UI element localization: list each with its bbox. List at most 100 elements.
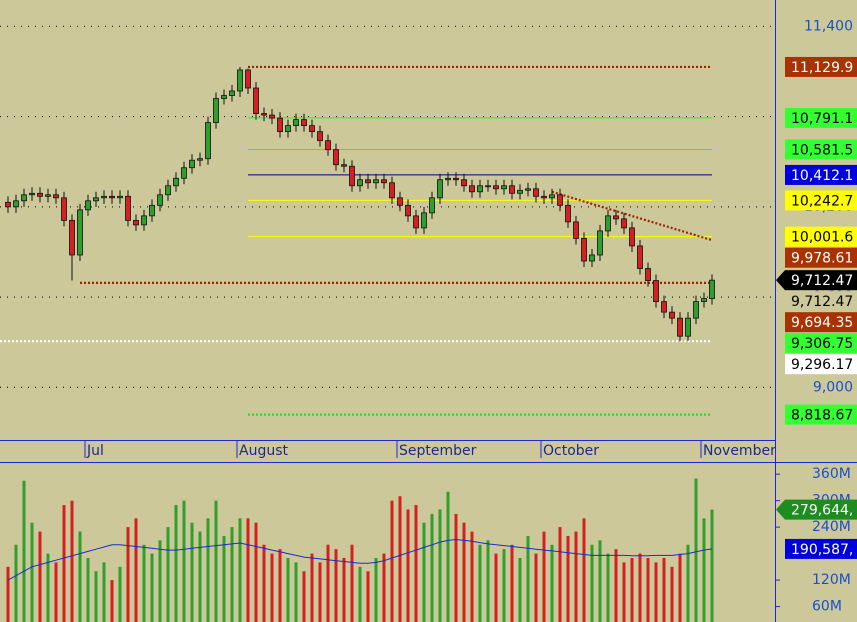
volume-box-pointer bbox=[776, 499, 785, 520]
level-box bbox=[785, 190, 857, 211]
volume-bar bbox=[158, 540, 162, 622]
candle-body bbox=[325, 140, 331, 151]
candle-body bbox=[453, 177, 459, 181]
volume-bar bbox=[310, 553, 314, 622]
candle-body bbox=[29, 192, 35, 196]
level-box-label: 9,306.75 bbox=[791, 336, 853, 352]
candle-body bbox=[197, 158, 203, 161]
volume-bar bbox=[246, 518, 250, 622]
volume-bar bbox=[662, 558, 666, 622]
x-tick-label: November bbox=[703, 443, 776, 459]
volume-ma bbox=[7, 538, 713, 581]
volume-bar bbox=[478, 544, 482, 622]
candle-body bbox=[101, 195, 107, 199]
candle-body bbox=[229, 90, 235, 96]
candle-body bbox=[541, 195, 547, 199]
volume-bar bbox=[6, 566, 10, 622]
volume-bar bbox=[566, 535, 570, 622]
level-box-label: 10,581.5 bbox=[791, 142, 853, 158]
level-box-pointer bbox=[776, 270, 785, 291]
volume-bar bbox=[518, 558, 522, 622]
volume-tick-label: 360M bbox=[812, 466, 851, 482]
volume-bar bbox=[654, 562, 658, 622]
level-box-label: 9,712.47 bbox=[791, 294, 853, 310]
candle-body bbox=[213, 98, 219, 123]
candle-body bbox=[245, 69, 251, 89]
candle-body bbox=[349, 165, 355, 187]
volume-bar bbox=[390, 500, 394, 622]
volume-bar bbox=[286, 558, 290, 622]
volume-bar bbox=[270, 553, 274, 622]
level-box bbox=[785, 139, 857, 160]
candle-body bbox=[573, 221, 579, 239]
volume-bar bbox=[206, 518, 210, 622]
volume-bar bbox=[94, 571, 98, 622]
candle-body bbox=[61, 197, 67, 221]
volume-bar bbox=[262, 544, 266, 622]
volume-bar bbox=[494, 553, 498, 622]
volume-box-label: 279,644, bbox=[791, 503, 853, 519]
candle-body bbox=[77, 209, 83, 256]
level-box bbox=[785, 312, 857, 333]
volume-bar bbox=[422, 522, 426, 622]
volume-bar bbox=[638, 553, 642, 622]
volume-bar bbox=[302, 571, 306, 622]
candle-body bbox=[461, 179, 467, 187]
volume-tick-label: 120M bbox=[812, 572, 851, 588]
candle-body bbox=[261, 113, 267, 116]
volume-bar bbox=[590, 544, 594, 622]
volume-bar bbox=[54, 562, 58, 622]
volume-bar bbox=[294, 562, 298, 622]
level-box-label: 10,001.6 bbox=[791, 230, 853, 246]
volume-bar bbox=[222, 535, 226, 622]
candle-body bbox=[85, 200, 91, 211]
level-box-label: 9,712.47 bbox=[791, 273, 853, 289]
y-tick-label: 11,400 bbox=[804, 18, 853, 34]
volume-bar bbox=[678, 553, 682, 622]
volume-bar bbox=[358, 566, 362, 622]
volume-bar bbox=[102, 562, 106, 622]
volume-bar bbox=[606, 553, 610, 622]
level-box bbox=[785, 354, 857, 375]
candle-body bbox=[277, 117, 283, 133]
volume-bar bbox=[214, 500, 218, 622]
volume-tick-label: 60M bbox=[812, 599, 842, 615]
volume-bar bbox=[710, 509, 714, 622]
volume-bar bbox=[78, 531, 82, 622]
candle-body bbox=[429, 197, 435, 214]
candle-body bbox=[45, 194, 51, 197]
volume-bar bbox=[526, 535, 530, 622]
level-box bbox=[785, 270, 857, 291]
volume-bar bbox=[558, 527, 562, 622]
volume-bar bbox=[462, 522, 466, 622]
volume-bar bbox=[646, 558, 650, 622]
level-box-label: 8,818.67 bbox=[791, 408, 853, 424]
volume-bar bbox=[630, 558, 634, 622]
candle-body bbox=[181, 167, 187, 179]
level-box-label: 9,694.35 bbox=[791, 315, 853, 331]
volume-bar bbox=[622, 562, 626, 622]
level-box bbox=[785, 247, 857, 268]
candle-body bbox=[525, 188, 531, 191]
volume-bar bbox=[686, 544, 690, 622]
volume-bar bbox=[254, 522, 258, 622]
candle-body bbox=[581, 238, 587, 262]
candle-body bbox=[709, 279, 715, 299]
candle-body bbox=[613, 215, 619, 220]
candle-body bbox=[133, 219, 139, 226]
candle-body bbox=[445, 177, 451, 181]
volume-bar bbox=[190, 522, 194, 622]
level-box-label: 11,129.9 bbox=[791, 60, 853, 76]
candle-body bbox=[677, 317, 683, 337]
candle-body bbox=[621, 218, 627, 229]
candle-body bbox=[221, 95, 227, 99]
level-box bbox=[785, 56, 857, 77]
volume-tick-label: 240M bbox=[812, 519, 851, 535]
candle-body bbox=[557, 194, 563, 206]
candle-body bbox=[653, 280, 659, 303]
candle-body bbox=[685, 317, 691, 337]
volume-bar bbox=[550, 544, 554, 622]
volume-bar bbox=[30, 522, 34, 622]
volume-bar bbox=[142, 544, 146, 622]
